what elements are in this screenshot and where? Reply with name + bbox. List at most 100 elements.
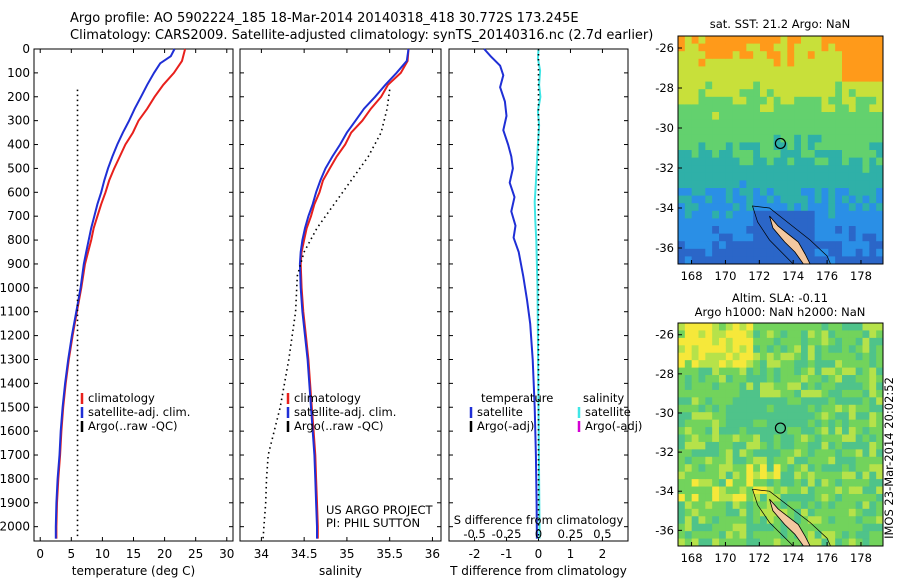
heatmap-cell bbox=[787, 449, 795, 458]
heatmap-cell bbox=[876, 464, 883, 473]
heatmap-cell bbox=[780, 352, 788, 361]
heatmap-cell bbox=[807, 104, 816, 113]
heatmap-cell bbox=[766, 233, 775, 242]
heatmap-cell bbox=[678, 464, 686, 473]
heatmap-cell bbox=[746, 210, 754, 219]
heatmap-cell bbox=[848, 479, 857, 488]
heatmap-cell bbox=[807, 345, 816, 354]
heatmap-cell bbox=[787, 74, 795, 83]
heatmap-cell bbox=[828, 493, 836, 502]
heatmap-cell bbox=[794, 172, 802, 181]
heatmap-cell bbox=[746, 256, 754, 264]
heatmap-cell bbox=[705, 337, 713, 346]
heatmap-cell bbox=[801, 382, 809, 391]
heatmap-cell bbox=[801, 172, 809, 181]
heatmap-cell bbox=[801, 523, 809, 532]
heatmap-cell bbox=[691, 142, 699, 151]
heatmap-cell bbox=[787, 337, 795, 346]
heatmap-cell bbox=[828, 538, 836, 546]
heatmap-cell bbox=[801, 397, 809, 406]
heatmap-cell bbox=[753, 367, 761, 376]
x-tick-label: 20 bbox=[157, 547, 172, 561]
heatmap-cell bbox=[725, 256, 734, 264]
heatmap-cell bbox=[828, 531, 836, 540]
heatmap-cell bbox=[842, 172, 850, 181]
heatmap-cell bbox=[725, 203, 734, 212]
heatmap-cell bbox=[725, 360, 734, 369]
heatmap-cell bbox=[712, 486, 720, 495]
heatmap-cell bbox=[821, 367, 829, 376]
heatmap-cell bbox=[855, 195, 863, 204]
heatmap-cell bbox=[821, 523, 829, 532]
heatmap-cell bbox=[760, 51, 768, 60]
heatmap-cell bbox=[780, 375, 788, 383]
heatmap-cell bbox=[760, 330, 768, 339]
heatmap-cell bbox=[876, 89, 883, 98]
heatmap-cell bbox=[691, 360, 699, 369]
heatmap-cell bbox=[828, 203, 836, 212]
heatmap-cell bbox=[760, 195, 768, 204]
heatmap-cell bbox=[739, 51, 747, 60]
heatmap-cell bbox=[780, 397, 788, 406]
heatmap-cell bbox=[862, 434, 870, 443]
heatmap-cell bbox=[876, 516, 883, 525]
heatmap-cell bbox=[698, 412, 706, 421]
heatmap-cell bbox=[780, 412, 788, 421]
heatmap-cell bbox=[719, 112, 727, 121]
heatmap-cell bbox=[698, 51, 706, 60]
heatmap-cell bbox=[835, 81, 843, 90]
heatmap-cell bbox=[725, 89, 734, 98]
x-tick-label: 5 bbox=[67, 547, 75, 561]
heatmap-cell bbox=[705, 367, 713, 376]
heatmap-cell bbox=[753, 508, 761, 517]
heatmap-cell bbox=[780, 210, 788, 219]
heatmap-cell bbox=[835, 323, 843, 331]
heatmap-cell bbox=[773, 360, 781, 369]
legend-entry: Argo(..raw -QC) bbox=[88, 419, 178, 433]
heatmap-cell bbox=[773, 66, 781, 75]
heatmap-cell bbox=[787, 382, 795, 391]
heatmap-cell bbox=[753, 58, 761, 67]
heatmap-cell bbox=[807, 486, 816, 495]
heatmap-cell bbox=[725, 434, 734, 443]
heatmap-cell bbox=[739, 523, 747, 532]
heatmap-cell bbox=[842, 375, 850, 383]
heatmap-cell bbox=[848, 449, 857, 458]
heatmap-cell bbox=[705, 226, 713, 235]
heatmap-cell bbox=[698, 471, 706, 480]
heatmap-cell bbox=[814, 501, 822, 510]
heatmap-cell bbox=[732, 486, 740, 495]
heatmap-cell bbox=[787, 389, 795, 398]
heatmap-cell bbox=[855, 382, 863, 391]
heatmap-cell bbox=[821, 51, 829, 60]
heatmap-cell bbox=[828, 427, 836, 435]
heatmap-cell bbox=[684, 241, 693, 250]
heatmap-cell bbox=[705, 471, 713, 480]
heatmap-cell bbox=[698, 66, 706, 75]
heatmap-cell bbox=[691, 479, 699, 488]
heatmap-cell bbox=[739, 112, 747, 121]
heatmap-cell bbox=[801, 36, 809, 45]
y-tick-label: 1300 bbox=[0, 352, 30, 366]
heatmap-cell bbox=[794, 233, 802, 242]
y-tick-label: 1900 bbox=[0, 496, 30, 510]
heatmap-cell bbox=[691, 419, 699, 428]
heatmap-cell bbox=[780, 493, 788, 502]
heatmap-cell bbox=[698, 360, 706, 369]
heatmap-cell bbox=[698, 96, 706, 105]
heatmap-cell bbox=[869, 172, 877, 181]
heatmap-cell bbox=[848, 419, 857, 428]
heatmap-cell bbox=[684, 256, 693, 264]
heatmap-cell bbox=[691, 36, 699, 45]
heatmap-cell bbox=[684, 180, 693, 189]
heatmap-cell bbox=[855, 66, 863, 75]
heatmap-cell bbox=[801, 419, 809, 428]
profile-location-marker bbox=[774, 422, 787, 434]
heatmap-cell bbox=[746, 404, 754, 413]
heatmap-cell bbox=[725, 508, 734, 517]
heatmap-cell bbox=[862, 36, 870, 45]
heatmap-cell bbox=[862, 112, 870, 121]
heatmap-cell bbox=[828, 241, 836, 250]
x-tick-label: 178 bbox=[850, 551, 872, 565]
